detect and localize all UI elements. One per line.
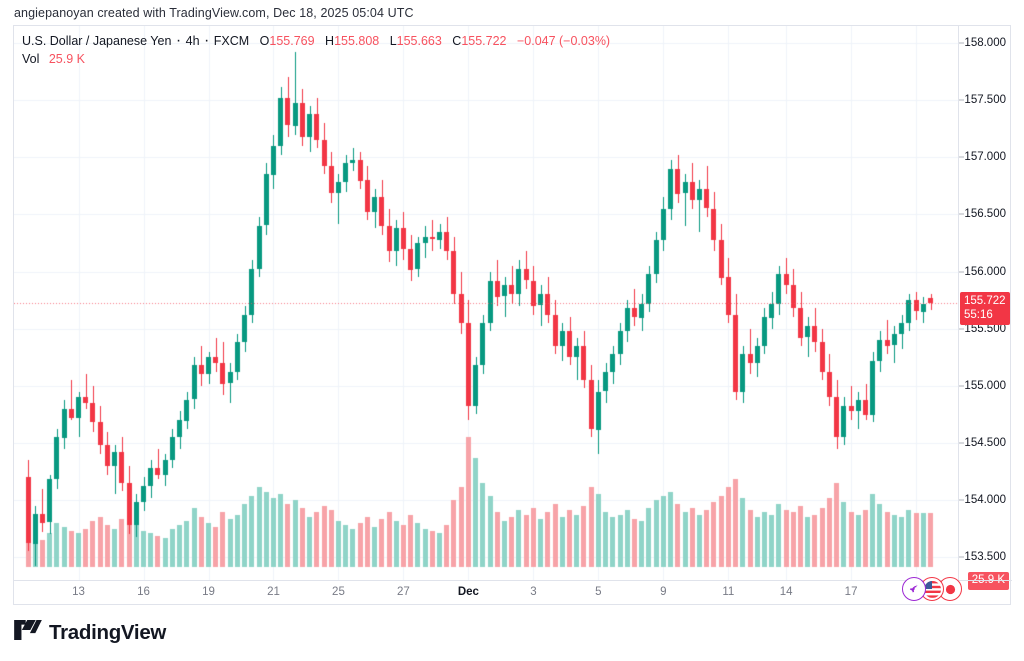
price-tick-label: 158.000 (964, 37, 1006, 50)
current-price-value: 155.722 (964, 295, 1006, 308)
price-tick-label: 154.000 (964, 494, 1006, 507)
price-axis[interactable]: 158.000 157.500 157.000 156.500 156.000 155.5… (958, 26, 1010, 590)
price-tick-dash (959, 156, 964, 158)
price-tick-dash (959, 99, 964, 101)
price-tick-dash (959, 499, 964, 501)
time-tick-label: 19 (202, 586, 215, 598)
rocket-icon (905, 580, 923, 598)
chart-plot-area[interactable] (14, 26, 958, 580)
dot-icon (941, 580, 959, 598)
time-tick-label: 25 (332, 586, 345, 598)
bar-countdown-timer: 55:16 (964, 309, 993, 322)
price-tick-dash (959, 385, 964, 387)
chart-frame: U.S. Dollar / Japanese Yen · 4h · FXCM O… (13, 25, 1012, 605)
price-tick-label: 156.000 (964, 265, 1006, 278)
price-tick-label: 155.000 (964, 379, 1006, 392)
time-tick-label: 11 (722, 586, 735, 598)
price-tick-label: 156.500 (964, 208, 1006, 221)
tradingview-mark-icon (14, 620, 42, 645)
rocket-event-badge[interactable] (902, 577, 926, 601)
price-tick-label: 153.500 (964, 551, 1006, 564)
time-tick-label: 16 (137, 586, 150, 598)
price-tick-dash (959, 42, 964, 44)
time-tick-label: 5 (595, 586, 602, 598)
price-tick-label: 154.500 (964, 436, 1006, 449)
price-tick-dash (959, 213, 964, 215)
price-tick-label: 157.000 (964, 151, 1006, 164)
price-tick-dash (959, 556, 964, 558)
price-tick-dash (959, 271, 964, 273)
time-tick-label: 17 (844, 586, 858, 598)
us-flag-icon (923, 580, 941, 598)
price-tick-label: 157.500 (964, 94, 1006, 107)
tradingview-logo: TradingView (14, 620, 166, 645)
price-tick-dash (959, 442, 964, 444)
time-tick-label: 13 (72, 586, 85, 598)
attribution-text: angiepanoyan created with TradingView.co… (14, 6, 414, 20)
candlestick-chart-canvas[interactable] (14, 26, 958, 580)
current-price-badge: 155.722 55:16 (960, 292, 1010, 326)
price-tick-dash (959, 328, 964, 330)
time-tick-label: 21 (267, 586, 280, 598)
time-tick-label: Dec (457, 586, 479, 598)
time-tick-label: 9 (660, 586, 667, 598)
time-axis[interactable]: 131619212527Dec35911141719 (14, 580, 1012, 604)
time-tick-label: 27 (397, 586, 410, 598)
tradingview-wordmark: TradingView (49, 620, 167, 644)
time-tick-label: 14 (779, 586, 793, 598)
time-tick-label: 3 (530, 586, 537, 598)
price-tick-label: 155.500 (964, 322, 1006, 335)
